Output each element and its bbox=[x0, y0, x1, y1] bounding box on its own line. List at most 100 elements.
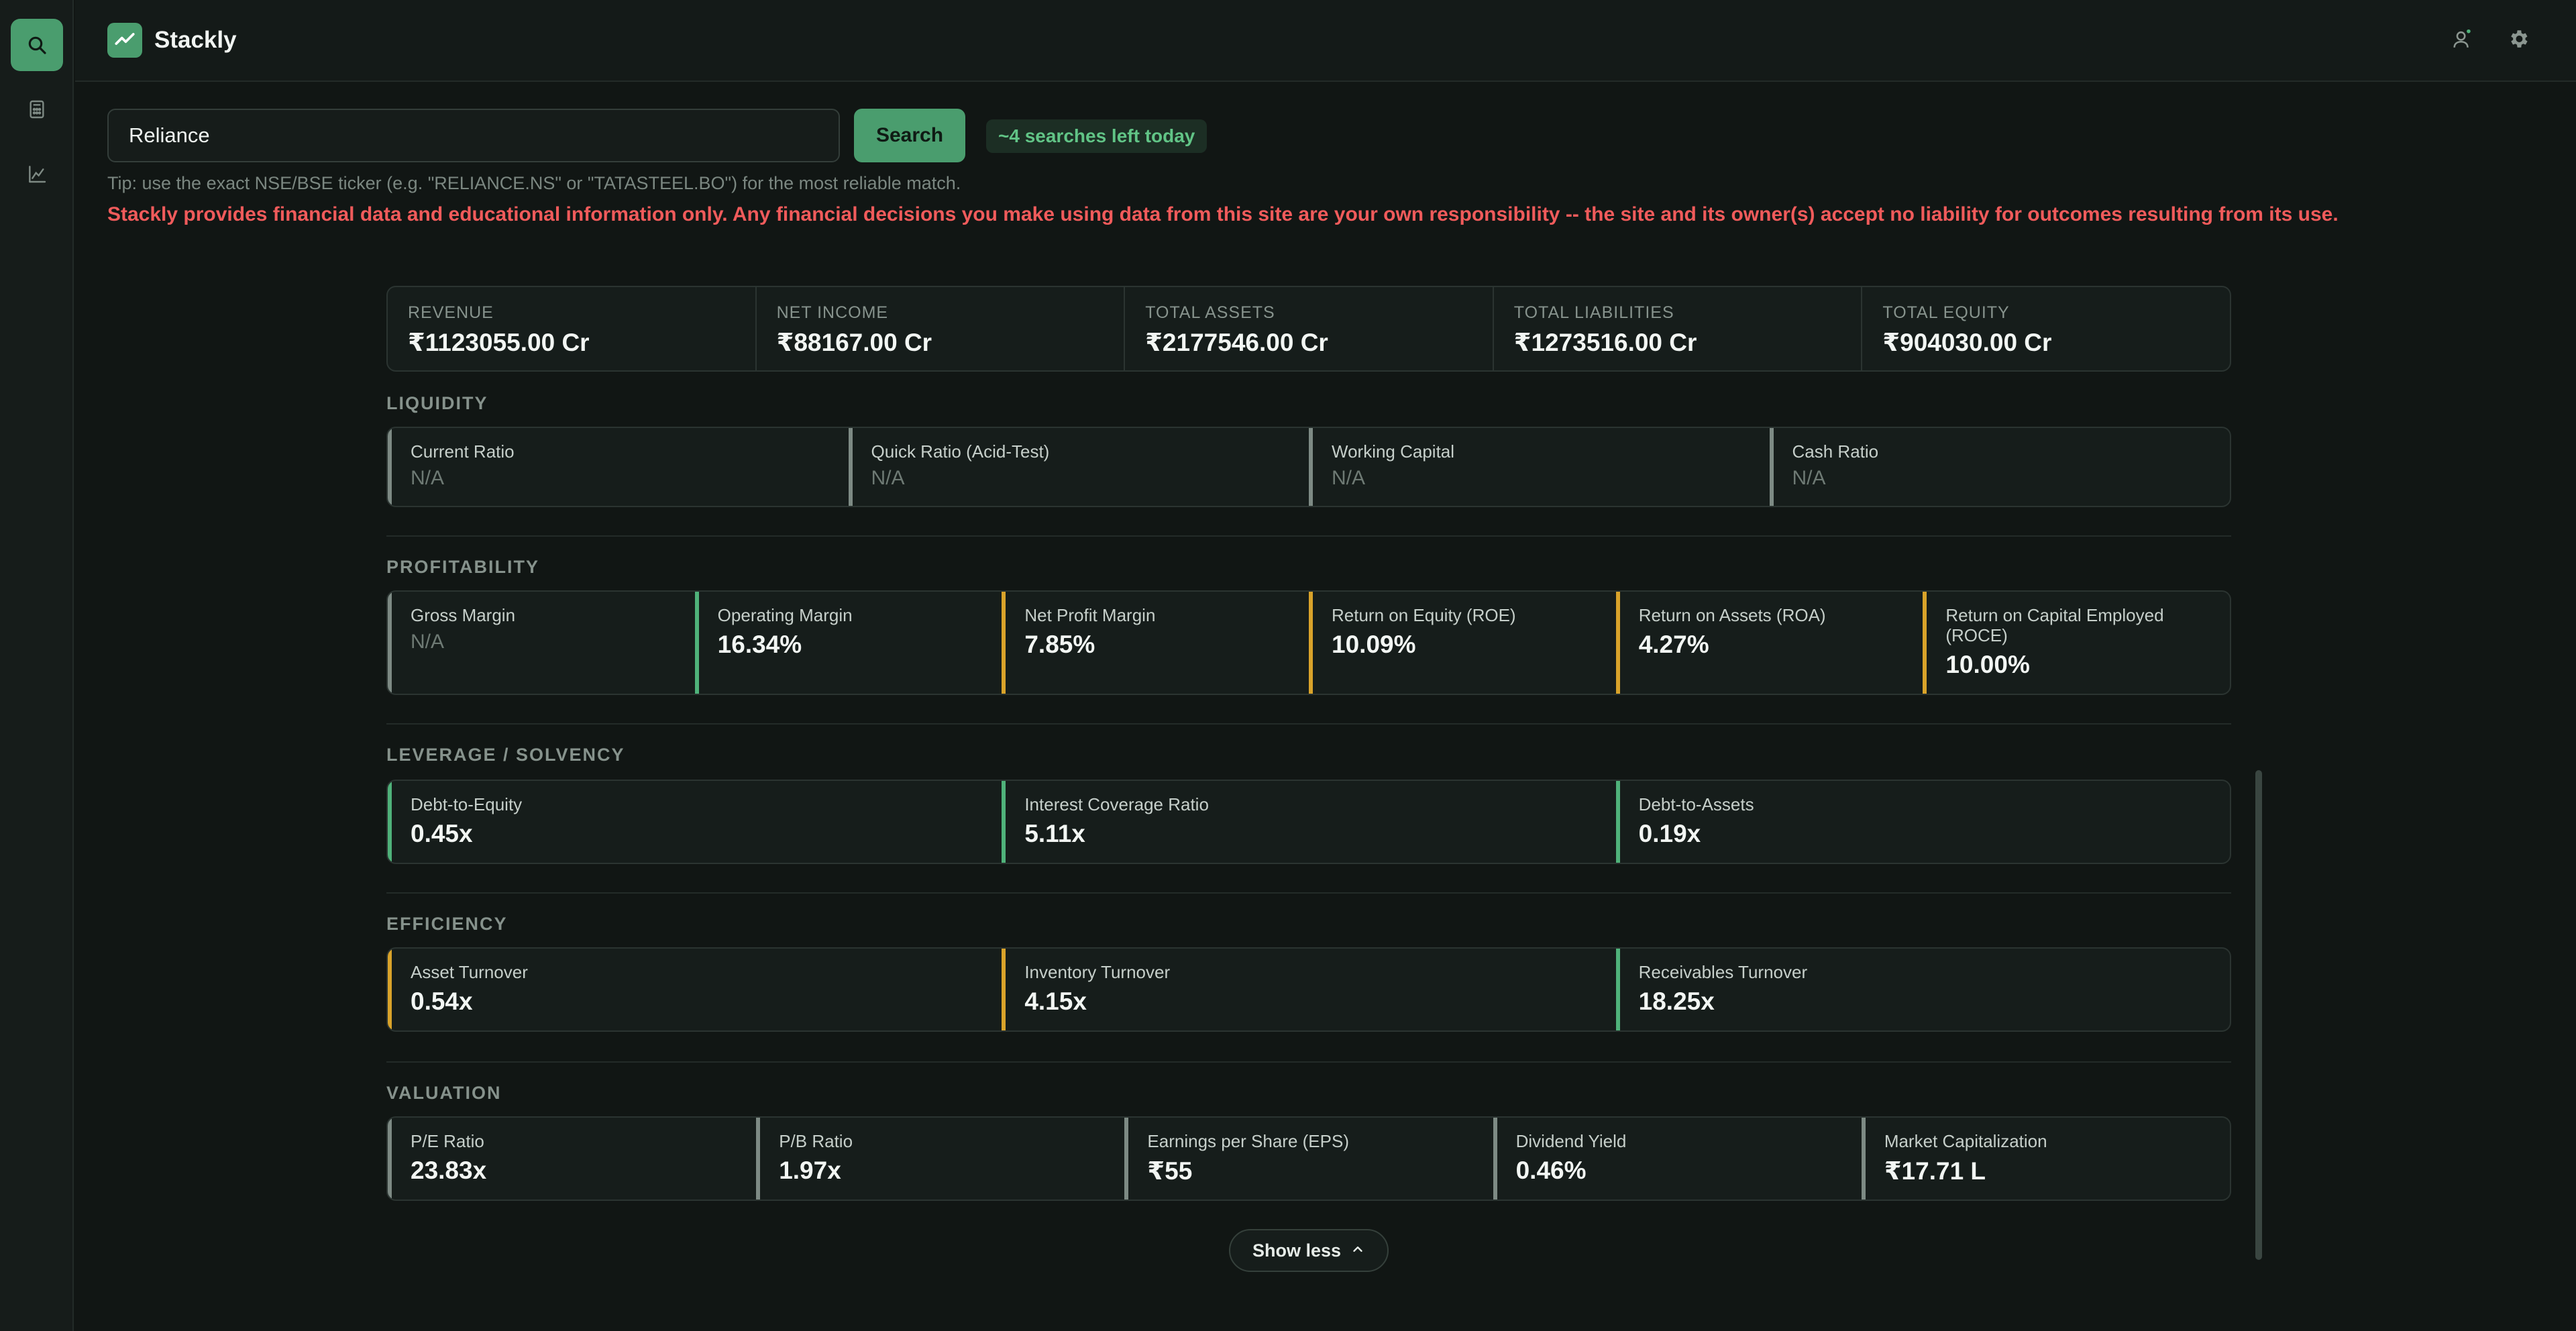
metric-label: Net Profit Margin bbox=[1024, 605, 1156, 625]
metric-label: Receivables Turnover bbox=[1638, 962, 1808, 982]
search-tip: Tip: use the exact NSE/BSE ticker (e.g. … bbox=[107, 173, 961, 193]
metric-quick-ratio: Quick Ratio (Acid-Test) N/A bbox=[848, 428, 1309, 506]
metric-value: N/A bbox=[1792, 467, 1826, 489]
summary-value: ₹2177546.00 Cr bbox=[1145, 329, 1328, 356]
metric-value: 0.54x bbox=[411, 988, 473, 1015]
chart-icon bbox=[26, 163, 48, 184]
user-button[interactable] bbox=[2446, 24, 2478, 56]
section-title-profitability: PROFITABILITY bbox=[386, 557, 539, 577]
metric-value: 4.27% bbox=[1638, 631, 1709, 658]
summary-label: Total Equity bbox=[1882, 303, 2010, 322]
show-less-label: Show less bbox=[1252, 1240, 1342, 1261]
metric-label: Working Capital bbox=[1332, 441, 1455, 462]
search-icon bbox=[26, 34, 48, 56]
metric-label: Gross Margin bbox=[411, 605, 516, 625]
metric-roa: Return on Assets (ROA) 4.27% bbox=[1615, 592, 1923, 694]
user-icon bbox=[2451, 28, 2473, 54]
section-title-leverage: LEVERAGE / SOLVENCY bbox=[386, 745, 625, 765]
summary-value: ₹1123055.00 Cr bbox=[408, 329, 590, 356]
summary-total-liabilities: Total Liabilities ₹1273516.00 Cr bbox=[1494, 287, 1863, 370]
metric-value: 0.46% bbox=[1515, 1157, 1587, 1184]
rail-charts-button[interactable] bbox=[11, 148, 63, 200]
metric-value: 0.19x bbox=[1638, 820, 1701, 847]
metric-value: 4.15x bbox=[1024, 988, 1087, 1015]
trending-up-icon bbox=[113, 28, 136, 54]
summary-label: Revenue bbox=[408, 303, 494, 322]
metric-roe: Return on Equity (ROE) 10.09% bbox=[1309, 592, 1616, 694]
chevron-up-icon bbox=[1350, 1240, 1365, 1261]
section-divider bbox=[386, 1061, 2231, 1063]
summary-value: ₹904030.00 Cr bbox=[1882, 329, 2052, 356]
settings-button[interactable] bbox=[2502, 24, 2534, 56]
gear-icon bbox=[2507, 28, 2530, 54]
leverage-grid: Debt-to-Equity 0.45x Interest Coverage R… bbox=[386, 780, 2231, 864]
metric-value: 1.97x bbox=[779, 1157, 841, 1184]
metric-dividend-yield: Dividend Yield 0.46% bbox=[1493, 1118, 1862, 1200]
metric-label: Return on Equity (ROE) bbox=[1332, 605, 1516, 625]
top-header: Stackly bbox=[75, 0, 2576, 82]
metric-cash-ratio: Cash Ratio N/A bbox=[1769, 428, 2231, 506]
metric-label: Market Capitalization bbox=[1884, 1131, 2047, 1151]
rail-calculator-button[interactable] bbox=[11, 83, 63, 136]
liquidity-grid: Current Ratio N/A Quick Ratio (Acid-Test… bbox=[386, 427, 2231, 507]
metric-label: Earnings per Share (EPS) bbox=[1147, 1131, 1349, 1151]
scrollbar[interactable] bbox=[2255, 770, 2262, 1260]
metric-label: Dividend Yield bbox=[1515, 1131, 1627, 1151]
search-input[interactable] bbox=[107, 109, 840, 162]
metric-label: Current Ratio bbox=[411, 441, 515, 462]
section-divider bbox=[386, 535, 2231, 537]
summary-value: ₹1273516.00 Cr bbox=[1513, 329, 1697, 356]
disclaimer-text: Stackly provides financial data and educ… bbox=[107, 203, 2339, 225]
metric-label: Debt-to-Assets bbox=[1638, 794, 1754, 814]
metric-working-capital: Working Capital N/A bbox=[1309, 428, 1770, 506]
metric-label: Cash Ratio bbox=[1792, 441, 1879, 462]
metric-operating-margin: Operating Margin 16.34% bbox=[694, 592, 1002, 694]
financial-summary: Revenue ₹1123055.00 Cr Net Income ₹88167… bbox=[386, 286, 2231, 372]
metric-receivables-turnover: Receivables Turnover 18.25x bbox=[1615, 949, 2230, 1030]
metric-value: 5.11x bbox=[1024, 820, 1085, 847]
summary-label: Total Assets bbox=[1145, 303, 1275, 322]
app-logo bbox=[107, 23, 142, 58]
metric-asset-turnover: Asset Turnover 0.54x bbox=[388, 949, 1002, 1030]
summary-value: ₹88167.00 Cr bbox=[776, 329, 932, 356]
quota-badge: ~4 searches left today bbox=[986, 119, 1208, 153]
valuation-grid: P/E Ratio 23.83x P/B Ratio 1.97x Earning… bbox=[386, 1116, 2231, 1201]
section-divider bbox=[386, 723, 2231, 725]
metric-roce: Return on Capital Employed (ROCE) 10.00% bbox=[1923, 592, 2230, 694]
metric-label: Operating Margin bbox=[717, 605, 853, 625]
show-less-button[interactable]: Show less bbox=[1229, 1229, 1389, 1272]
section-divider bbox=[386, 892, 2231, 894]
metric-value: N/A bbox=[411, 631, 445, 653]
metric-value: 7.85% bbox=[1024, 631, 1095, 658]
metric-value: 10.00% bbox=[1945, 651, 2030, 678]
metric-value: ₹55 bbox=[1147, 1157, 1193, 1185]
metric-label: Debt-to-Equity bbox=[411, 794, 523, 814]
metric-value: 16.34% bbox=[717, 631, 802, 658]
calculator-icon bbox=[26, 99, 48, 120]
metric-value: 10.09% bbox=[1332, 631, 1416, 658]
metric-label: Inventory Turnover bbox=[1024, 962, 1171, 982]
summary-revenue: Revenue ₹1123055.00 Cr bbox=[388, 287, 757, 370]
metric-label: Interest Coverage Ratio bbox=[1024, 794, 1209, 814]
metric-value: ₹17.71 L bbox=[1884, 1157, 1986, 1185]
metric-current-ratio: Current Ratio N/A bbox=[388, 428, 849, 506]
metric-eps: Earnings per Share (EPS) ₹55 bbox=[1124, 1118, 1493, 1200]
metric-label: Return on Assets (ROA) bbox=[1638, 605, 1826, 625]
metric-label: Asset Turnover bbox=[411, 962, 528, 982]
summary-label: Total Liabilities bbox=[1513, 303, 1674, 322]
section-title-efficiency: EFFICIENCY bbox=[386, 914, 508, 934]
section-title-liquidity: LIQUIDITY bbox=[386, 393, 488, 413]
metric-gross-margin: Gross Margin N/A bbox=[388, 592, 695, 694]
summary-total-assets: Total Assets ₹2177546.00 Cr bbox=[1125, 287, 1494, 370]
search-button[interactable]: Search bbox=[854, 109, 965, 162]
metric-debt-to-equity: Debt-to-Equity 0.45x bbox=[388, 781, 1002, 863]
efficiency-grid: Asset Turnover 0.54x Inventory Turnover … bbox=[386, 947, 2231, 1032]
rail-search-button[interactable] bbox=[11, 19, 63, 71]
section-title-valuation: VALUATION bbox=[386, 1083, 502, 1103]
metric-value: N/A bbox=[411, 467, 445, 489]
metric-label: P/B Ratio bbox=[779, 1131, 853, 1151]
profitability-grid: Gross Margin N/A Operating Margin 16.34%… bbox=[386, 590, 2231, 695]
metric-market-cap: Market Capitalization ₹17.71 L bbox=[1861, 1118, 2230, 1200]
metric-label: Quick Ratio (Acid-Test) bbox=[871, 441, 1050, 462]
metric-pb-ratio: P/B Ratio 1.97x bbox=[756, 1118, 1124, 1200]
